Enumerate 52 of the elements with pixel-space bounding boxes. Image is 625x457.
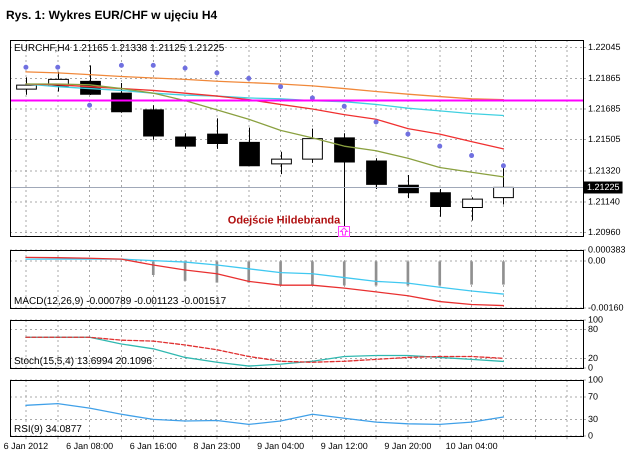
point	[182, 66, 188, 71]
y-tick-label: 1.21685	[588, 104, 621, 114]
x-tick-label: 9 Jan 04:00	[257, 441, 304, 452]
point	[118, 62, 124, 68]
x-tick-label: 6 Jan 2012	[4, 441, 48, 452]
point	[55, 64, 60, 70]
y-tick-label: 20	[588, 352, 598, 363]
point	[500, 163, 506, 168]
text: MACD(12,26,9) -0.000789 -0.001123 -0.001517	[14, 296, 227, 307]
chart-subtitle: EURCHF,H4 1.21165 1.21338 1.21125 1.21225	[14, 42, 225, 54]
y-tick-label: 0	[588, 430, 594, 441]
y-tick-label: 100	[588, 314, 604, 324]
point	[374, 119, 379, 124]
point	[405, 132, 410, 137]
y-tick-label: 0.00	[588, 256, 606, 266]
candlestick	[430, 188, 451, 218]
candlestick	[302, 128, 323, 164]
y-tick-label: 30	[588, 414, 598, 424]
point	[342, 104, 347, 109]
annotation: Odejście Hildebranda	[228, 214, 342, 227]
x-tick-label: 9 Jan 12:00	[320, 441, 368, 452]
y-tick-label: 1.21865	[588, 72, 621, 83]
point	[246, 76, 252, 81]
y-tick-label: -0.00160	[588, 302, 624, 312]
y-tick-label: 1.20960	[588, 227, 621, 238]
y-tick-label: 1.21140	[588, 196, 620, 206]
x-tick-label: 9 Jan 20:00	[384, 441, 432, 452]
chart-title: Rys. 1: Wykres EUR/CHF w ujęciu H4	[6, 8, 218, 22]
text: Stoch(15,5,4) 13.6994 20.1096	[14, 356, 152, 367]
y-tick-label: 1.22045	[588, 42, 621, 52]
text: RSI(9) 34.0877	[14, 424, 82, 435]
candlestick	[239, 127, 260, 166]
y-tick-label: 0	[588, 362, 594, 372]
y-tick-label: 0.000383	[588, 244, 625, 254]
x-tick-label: 6 Jan 08:00	[66, 441, 114, 452]
point	[87, 102, 92, 108]
x-tick-label: 6 Jan 16:00	[130, 441, 177, 452]
y-tick-label: 100	[588, 374, 604, 384]
y-tick-label: 80	[588, 324, 598, 334]
x-tick-label: 10 Jan 04:00	[446, 441, 498, 452]
y-tick-label: 70	[588, 391, 598, 402]
candlestick	[366, 158, 387, 190]
y-tick-label: 1.21320	[588, 166, 621, 176]
point	[23, 64, 28, 70]
point	[150, 62, 156, 68]
point	[437, 144, 442, 149]
x-tick-label: 8 Jan 23:00	[193, 441, 240, 452]
y-tick-label: 1.21505	[588, 134, 621, 144]
ref-line-label: 1.21225	[587, 182, 620, 192]
point	[278, 84, 284, 90]
point	[214, 70, 220, 76]
point	[469, 153, 474, 158]
